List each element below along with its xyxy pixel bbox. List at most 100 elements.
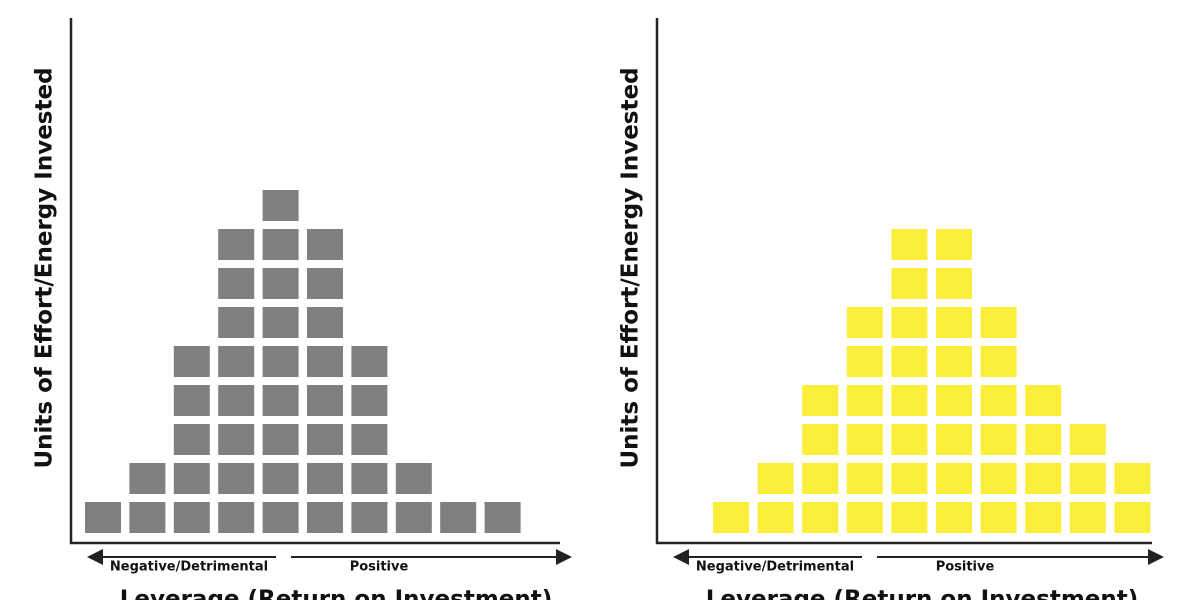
unit-square: [262, 463, 299, 494]
unit-square: [891, 385, 928, 416]
annotation: Positive: [350, 560, 409, 575]
unit-square: [891, 307, 928, 338]
unit-square: [129, 463, 166, 494]
annotation: Positive: [936, 560, 995, 575]
unit-square: [307, 307, 343, 338]
unit-square: [1069, 502, 1106, 533]
unit-square: [980, 346, 1017, 377]
unit-square: [891, 463, 928, 494]
unit-square: [846, 463, 883, 494]
unit-square: [307, 346, 343, 377]
unit-square: [262, 385, 299, 416]
unit-square: [1114, 502, 1151, 533]
unit-square: [802, 385, 839, 416]
unit-column: [891, 229, 928, 533]
unit-square: [262, 502, 299, 533]
unit-square: [351, 424, 388, 455]
unit-square: [1025, 385, 1062, 416]
unit-column: [936, 229, 972, 533]
unit-square: [757, 502, 794, 533]
unit-square: [218, 346, 255, 377]
unit-square: [351, 346, 388, 377]
unit-square: [846, 346, 883, 377]
unit-square: [713, 502, 749, 533]
annotation: Negative/Detrimental: [696, 560, 854, 575]
unit-square: [846, 385, 883, 416]
unit-column: [307, 229, 343, 533]
unit-square: [891, 268, 928, 299]
unit-square: [1025, 502, 1062, 533]
unit-square: [218, 229, 255, 260]
unit-square: [484, 502, 521, 533]
unit-square: [307, 229, 343, 260]
unit-square: [351, 463, 388, 494]
unit-square: [936, 385, 972, 416]
unit-square: [936, 424, 972, 455]
unit-square: [936, 502, 972, 533]
unit-square: [1025, 424, 1062, 455]
unit-column: [395, 463, 432, 533]
unit-square: [173, 502, 210, 533]
unit-square: [936, 268, 972, 299]
unit-square: [936, 463, 972, 494]
unit-square: [307, 424, 343, 455]
unit-square: [307, 502, 343, 533]
y-axis-label: Units of Effort/Energy Invested: [618, 67, 644, 468]
unit-column: [980, 307, 1017, 533]
unit-column: [85, 502, 121, 533]
unit-column: [1069, 424, 1106, 533]
unit-square: [262, 268, 299, 299]
unit-square: [936, 346, 972, 377]
unit-square: [891, 346, 928, 377]
unit-square: [980, 463, 1017, 494]
unit-square: [891, 229, 928, 260]
unit-square: [173, 463, 210, 494]
unit-square: [846, 502, 883, 533]
unit-square: [129, 502, 166, 533]
unit-square: [395, 502, 432, 533]
unit-square: [802, 424, 839, 455]
unit-square: [85, 502, 121, 533]
axes: [69, 18, 560, 545]
unit-square: [262, 229, 299, 260]
unit-column: [351, 346, 388, 533]
x-axis-label: Leverage (Return on Investment): [706, 587, 1139, 600]
unit-square: [262, 190, 299, 221]
unit-square: [802, 463, 839, 494]
unit-square: [846, 307, 883, 338]
unit-column: [484, 502, 521, 533]
unit-column: [1114, 463, 1151, 533]
unit-column: [262, 190, 299, 533]
y-axis-label: Units of Effort/Energy Invested: [32, 67, 58, 468]
annotation: Negative/Detrimental: [110, 560, 268, 575]
unit-square: [1025, 463, 1062, 494]
unit-square: [1069, 463, 1106, 494]
unit-column: [846, 307, 883, 533]
unit-square: [980, 502, 1017, 533]
unit-square: [262, 307, 299, 338]
unit-column: [713, 502, 749, 533]
unit-square: [262, 346, 299, 377]
unit-square: [218, 463, 255, 494]
unit-square: [173, 424, 210, 455]
unit-square: [218, 385, 255, 416]
unit-square: [1114, 463, 1151, 494]
unit-square: [980, 424, 1017, 455]
x-axis-label: Leverage (Return on Investment): [120, 587, 553, 600]
unit-square: [218, 268, 255, 299]
unit-square: [218, 307, 255, 338]
unit-column: [218, 229, 255, 533]
unit-column: [129, 463, 166, 533]
unit-square: [395, 463, 432, 494]
unit-square: [980, 385, 1017, 416]
unit-square: [891, 424, 928, 455]
unit-square: [757, 463, 794, 494]
unit-square: [440, 502, 477, 533]
unit-square: [1069, 424, 1106, 455]
unit-column: [440, 502, 477, 533]
unit-square: [218, 502, 255, 533]
unit-square: [173, 346, 210, 377]
unit-square: [307, 385, 343, 416]
unit-square: [936, 307, 972, 338]
